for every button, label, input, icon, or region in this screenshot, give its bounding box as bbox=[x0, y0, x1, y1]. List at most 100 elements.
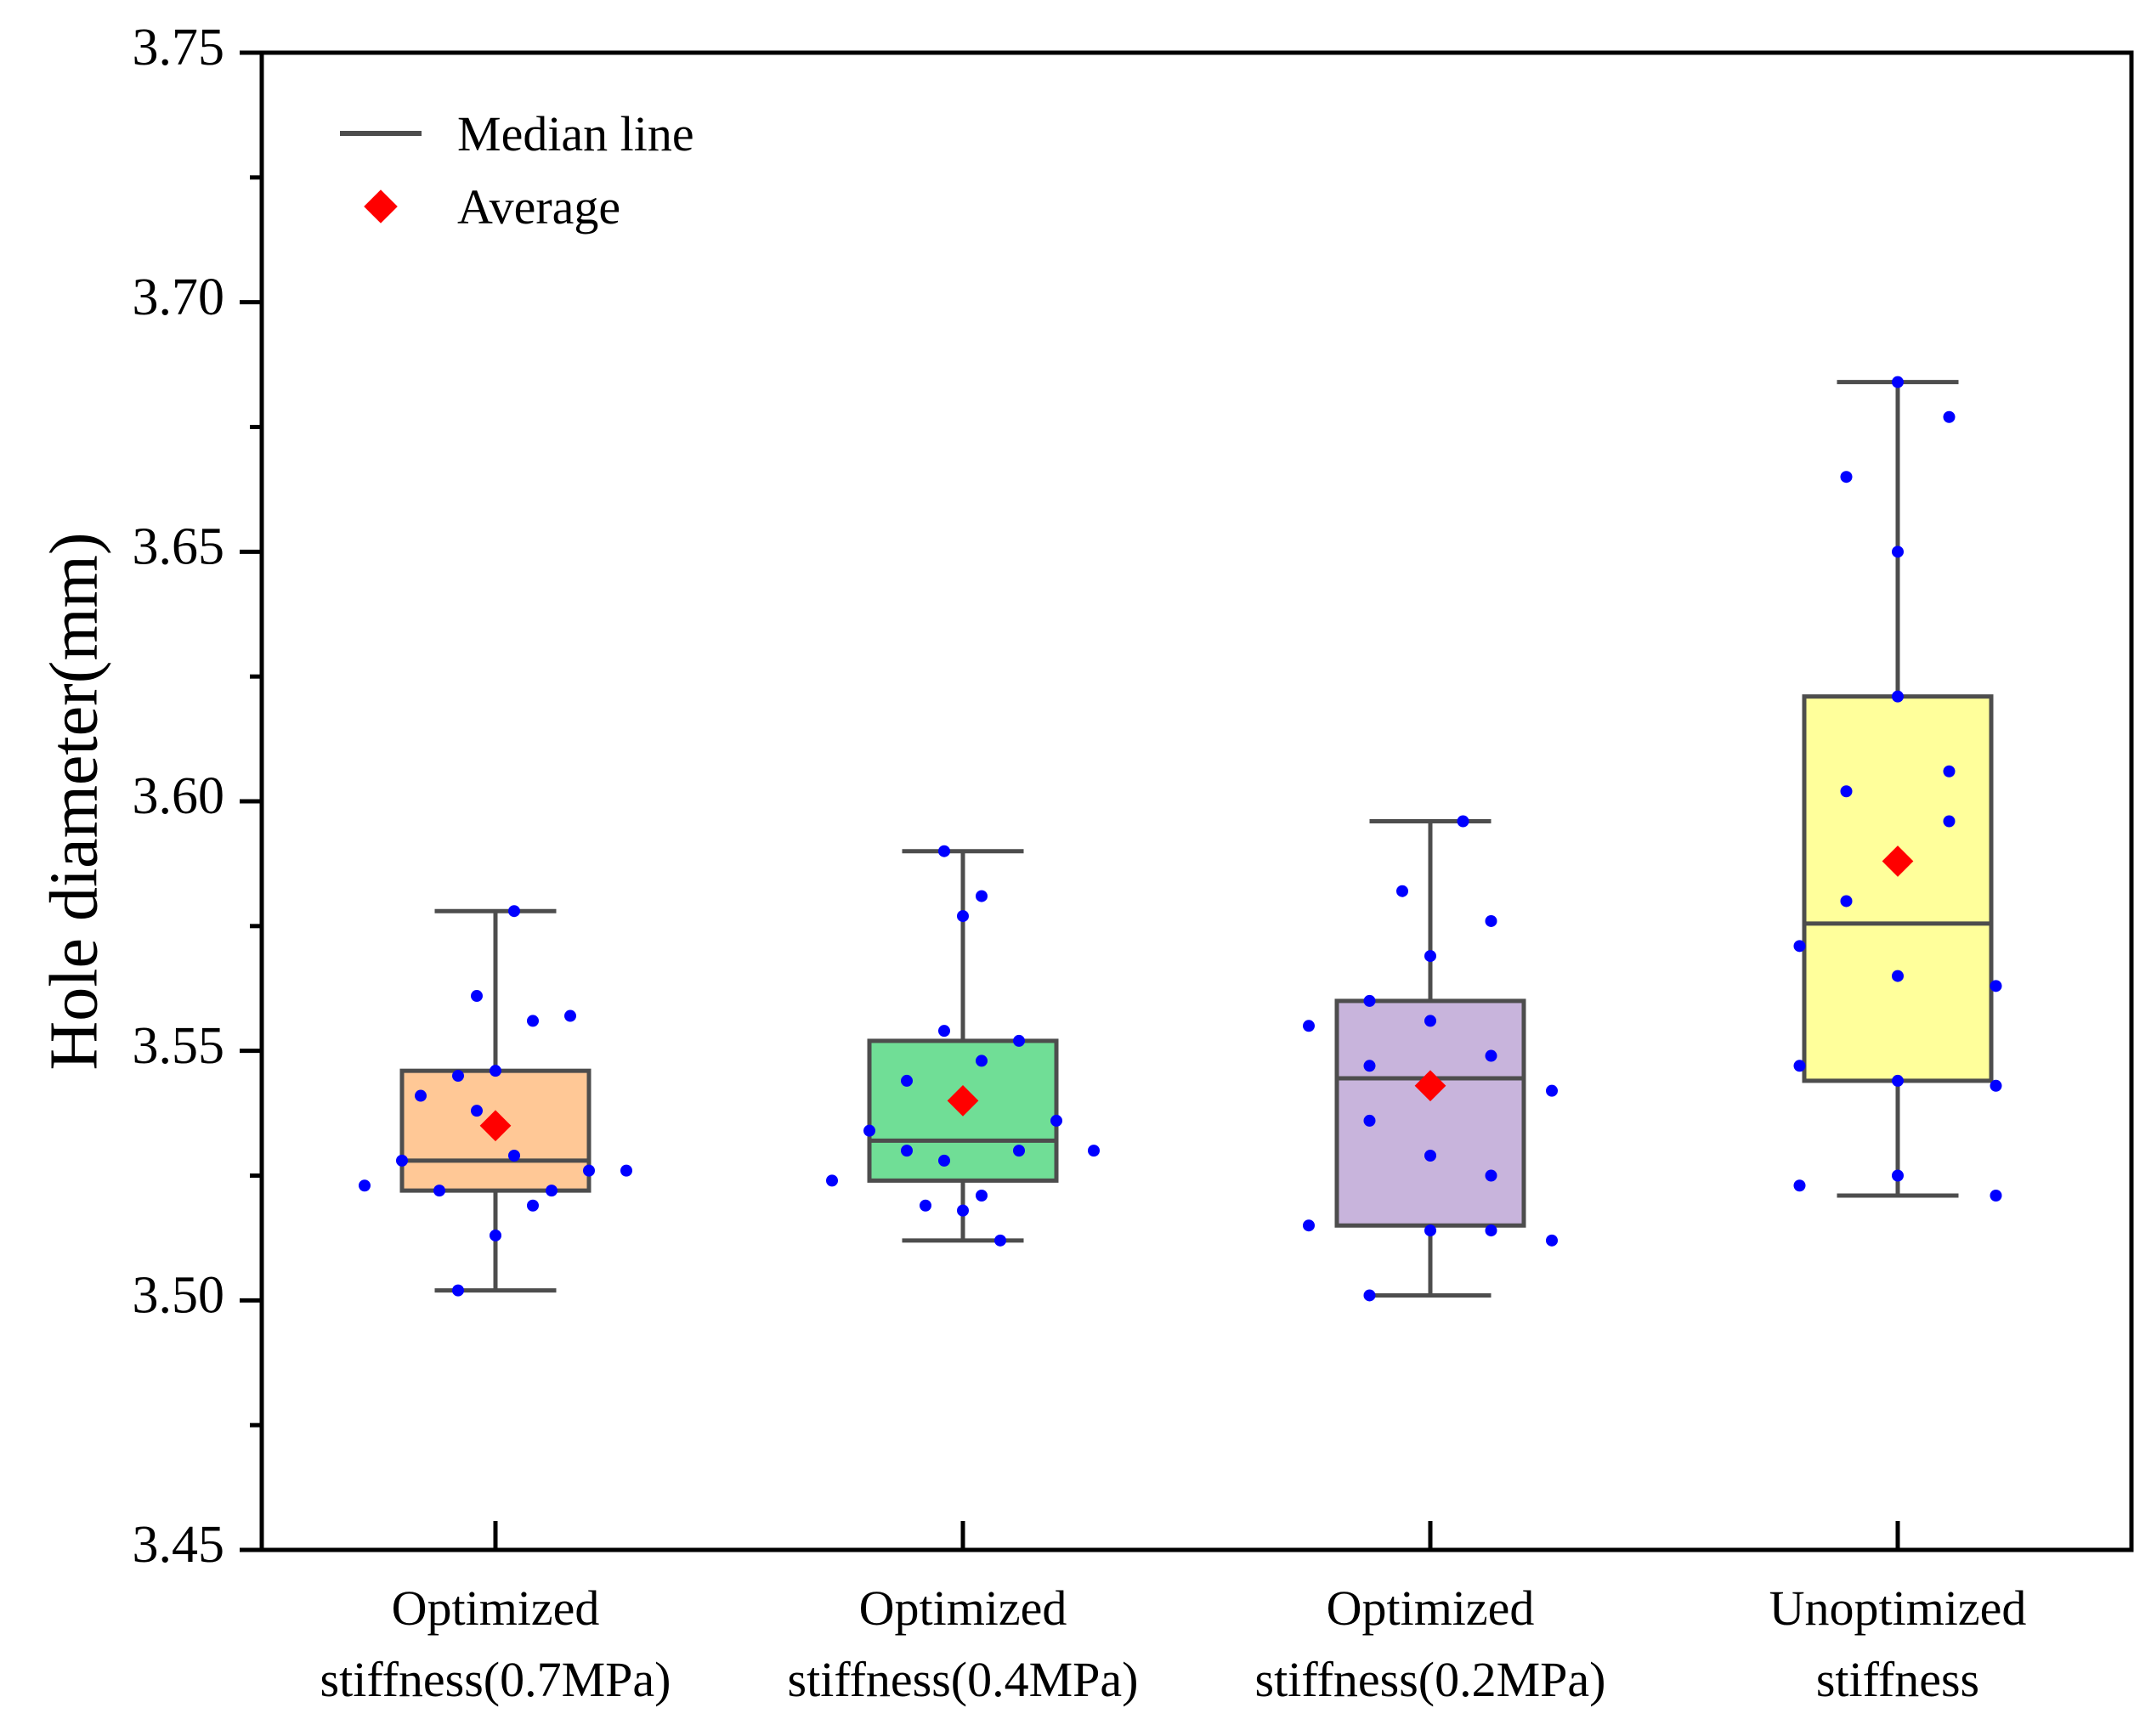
average-marker bbox=[1414, 1070, 1446, 1102]
data-point bbox=[359, 1179, 371, 1192]
data-point bbox=[1013, 1145, 1025, 1157]
data-point bbox=[1892, 1169, 1904, 1182]
data-point bbox=[1840, 785, 1853, 798]
data-point bbox=[1840, 471, 1853, 483]
data-point bbox=[508, 905, 520, 918]
data-point bbox=[1943, 765, 1956, 778]
data-point bbox=[1892, 970, 1904, 982]
data-point bbox=[1424, 950, 1436, 963]
data-point bbox=[1990, 1189, 2002, 1202]
data-point bbox=[1457, 815, 1469, 828]
x-category-label: Optimized bbox=[1327, 1580, 1535, 1636]
data-point bbox=[994, 1234, 1006, 1247]
data-point bbox=[452, 1070, 464, 1083]
data-point bbox=[1840, 895, 1853, 908]
data-point bbox=[826, 1174, 838, 1187]
y-tick-label: 3.70 bbox=[133, 269, 225, 326]
x-category-label: Optimized bbox=[392, 1580, 600, 1636]
data-point bbox=[920, 1199, 931, 1212]
data-point bbox=[901, 1074, 913, 1087]
x-category-label: stiffness(0.4MPa) bbox=[788, 1652, 1139, 1707]
data-point bbox=[1485, 1224, 1497, 1237]
data-point bbox=[1892, 376, 1904, 388]
data-point bbox=[1793, 1060, 1806, 1072]
data-point bbox=[1424, 1150, 1436, 1162]
data-point bbox=[863, 1124, 875, 1137]
data-point bbox=[1485, 1169, 1497, 1182]
data-point bbox=[938, 1154, 950, 1167]
legend-median-label: Median line bbox=[457, 106, 694, 161]
data-point bbox=[957, 1204, 969, 1217]
data-point bbox=[1892, 546, 1904, 558]
legend-average-swatch bbox=[364, 189, 398, 223]
data-point bbox=[1050, 1114, 1062, 1127]
x-category-label: Unoptimized bbox=[1769, 1580, 2027, 1636]
data-point bbox=[527, 1199, 539, 1212]
data-point bbox=[1990, 1079, 2002, 1092]
data-points-layer bbox=[359, 376, 2002, 1302]
y-axis-title: Hole diameter(mm) bbox=[37, 532, 111, 1070]
data-point bbox=[564, 1009, 576, 1022]
data-point bbox=[1363, 1114, 1376, 1127]
data-point bbox=[583, 1164, 595, 1177]
data-point bbox=[938, 845, 950, 857]
data-point bbox=[901, 1145, 913, 1157]
axis-layer: Optimized stiffness(0.7MPa) Optimized stiff… bbox=[133, 19, 2027, 1707]
data-point bbox=[1546, 1234, 1558, 1247]
y-tick-label: 3.60 bbox=[133, 767, 225, 825]
x-category-label: Optimized bbox=[859, 1580, 1067, 1636]
data-point bbox=[1485, 914, 1497, 927]
y-tick-label: 3.75 bbox=[133, 19, 225, 76]
data-point bbox=[938, 1025, 950, 1038]
data-point bbox=[490, 1065, 501, 1077]
data-point bbox=[976, 890, 988, 902]
data-point bbox=[1943, 815, 1956, 828]
x-category-label: stiffness(0.7MPa) bbox=[320, 1652, 671, 1707]
data-point bbox=[1892, 1074, 1904, 1087]
data-point bbox=[396, 1154, 408, 1167]
y-tick-label: 3.55 bbox=[133, 1017, 225, 1075]
data-point bbox=[415, 1089, 427, 1102]
average-marker bbox=[1882, 845, 1914, 877]
data-point bbox=[1943, 410, 1956, 423]
y-tick-label: 3.50 bbox=[133, 1267, 225, 1325]
average-marker bbox=[947, 1085, 979, 1117]
x-category-label: stiffness(0.2MPa) bbox=[1255, 1652, 1606, 1707]
data-point bbox=[1363, 1060, 1376, 1072]
data-point bbox=[620, 1164, 632, 1177]
box-iqr bbox=[1334, 998, 1526, 1228]
data-point bbox=[1892, 690, 1904, 703]
data-point bbox=[976, 1189, 988, 1202]
data-point bbox=[1396, 885, 1408, 897]
data-point bbox=[1485, 1049, 1497, 1062]
data-point bbox=[1546, 1084, 1558, 1097]
x-category-label: stiffness bbox=[1816, 1652, 1979, 1707]
data-point bbox=[957, 910, 969, 923]
boxes-layer bbox=[399, 380, 1994, 1298]
data-point bbox=[1793, 1179, 1806, 1192]
data-point bbox=[1793, 940, 1806, 953]
data-point bbox=[1424, 1015, 1436, 1027]
data-point bbox=[1303, 1020, 1315, 1032]
data-point bbox=[1013, 1034, 1025, 1047]
data-point bbox=[1363, 1289, 1376, 1302]
average-marker bbox=[479, 1110, 512, 1142]
data-point bbox=[452, 1284, 464, 1297]
data-point bbox=[546, 1185, 558, 1197]
data-point bbox=[976, 1055, 988, 1067]
data-point bbox=[1424, 1224, 1436, 1237]
legend-average-label: Average bbox=[457, 179, 620, 235]
data-point bbox=[508, 1150, 520, 1162]
data-point bbox=[527, 1015, 539, 1027]
y-tick-label: 3.45 bbox=[133, 1516, 225, 1574]
data-point bbox=[490, 1229, 501, 1241]
data-point bbox=[1303, 1219, 1315, 1232]
data-point bbox=[471, 990, 483, 1003]
data-point bbox=[471, 1105, 483, 1117]
legend: Median line Average bbox=[340, 106, 694, 235]
data-point bbox=[1990, 980, 2002, 992]
box-iqr bbox=[1802, 694, 1994, 1083]
y-tick-label: 3.65 bbox=[133, 518, 225, 576]
data-point bbox=[433, 1185, 445, 1197]
